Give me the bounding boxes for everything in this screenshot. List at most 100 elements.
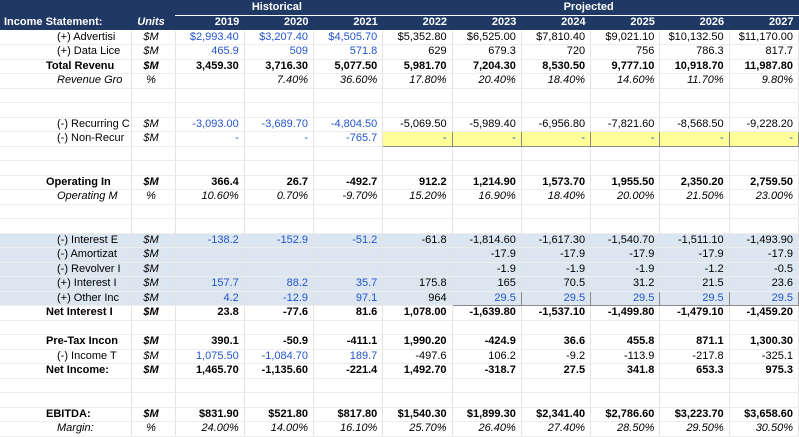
cell-net-interest-2019[interactable]: 23.8 (175, 305, 245, 321)
empty-cell[interactable] (131, 392, 176, 408)
label-operating-income[interactable]: Operating In (0, 174, 132, 190)
cell-net-income-2027[interactable]: 975.3 (729, 363, 799, 379)
year-header-2022[interactable]: 2022 (382, 15, 453, 31)
empty-cell[interactable] (521, 88, 592, 103)
cell-recurring-costs-2020[interactable]: -3,689.70 (244, 117, 315, 132)
empty-cell[interactable] (659, 146, 730, 161)
label-total-revenue[interactable]: Total Revenu (0, 58, 132, 74)
cell-revenue-growth-2024[interactable]: 18.40% (521, 73, 592, 89)
empty-cell[interactable] (131, 378, 176, 393)
cell-operating-income-2021[interactable]: -492.7 (313, 174, 384, 190)
cell-interest-income-2025[interactable]: 31.2 (590, 276, 661, 292)
empty-cell[interactable] (244, 146, 315, 161)
cell-operating-margin-2023[interactable]: 16.90% (452, 189, 522, 205)
empty-cell[interactable] (452, 88, 522, 103)
cell-operating-margin-2025[interactable]: 20.00% (590, 189, 661, 205)
empty-cell[interactable] (131, 146, 176, 161)
year-header-2020[interactable]: 2020 (244, 15, 314, 31)
cell-interest-expense-2019[interactable]: -138.2 (175, 233, 245, 248)
units-revenue-growth[interactable]: % (131, 73, 176, 89)
cell-recurring-costs-2026[interactable]: -8,568.50 (659, 117, 730, 132)
cell-net-income-2022[interactable]: 1,492.70 (382, 363, 453, 379)
cell-ebitda-margin-2021[interactable]: 16.10% (313, 421, 384, 437)
cell-operating-income-2027[interactable]: 2,759.50 (729, 174, 799, 190)
empty-cell[interactable] (521, 160, 592, 176)
cell-revolver-2024[interactable]: -1.9 (521, 262, 592, 277)
cell-pre-tax-income-2022[interactable]: 1,990.20 (382, 334, 453, 350)
cell-income-taxes-2023[interactable]: 106.2 (452, 349, 522, 364)
empty-cell[interactable] (0, 160, 132, 176)
cell-amortization-2023[interactable]: -17.9 (452, 247, 522, 263)
empty-cell[interactable] (729, 392, 799, 408)
cell-interest-expense-2025[interactable]: -1,540.70 (590, 233, 661, 248)
cell-income-taxes-2027[interactable]: -325.1 (729, 349, 799, 364)
cell-operating-income-2024[interactable]: 1,573.70 (521, 174, 592, 190)
label-other-income[interactable]: (+) Other Inc (0, 291, 132, 306)
cell-operating-margin-2022[interactable]: 15.20% (382, 189, 453, 205)
cell-advertising-2026[interactable]: $10,132.50 (659, 30, 730, 45)
empty-cell[interactable] (521, 392, 592, 408)
cell-data-licensing-2022[interactable]: 629 (382, 44, 453, 60)
empty-cell[interactable] (729, 88, 799, 103)
empty-cell[interactable] (131, 160, 176, 176)
empty-cell[interactable] (131, 88, 176, 103)
cell-revolver-2026[interactable]: -1.2 (659, 262, 730, 277)
cell-advertising-2019[interactable]: $2,993.40 (175, 30, 245, 45)
empty-cell[interactable] (452, 160, 522, 176)
cell-ebitda-2020[interactable]: $521.80 (244, 406, 315, 422)
label-revolver[interactable]: (-) Revolver I (0, 262, 132, 277)
empty-cell[interactable] (313, 160, 384, 176)
cell-ebitda-2025[interactable]: $2,786.60 (590, 406, 661, 422)
empty-cell[interactable] (452, 218, 522, 234)
empty-cell[interactable] (0, 320, 132, 335)
empty-cell[interactable] (659, 392, 730, 408)
empty-cell[interactable] (729, 102, 799, 118)
cell-recurring-costs-2023[interactable]: -5,989.40 (452, 117, 522, 132)
empty-cell[interactable] (590, 392, 661, 408)
cell-total-revenue-2021[interactable]: 5,077.50 (313, 58, 384, 74)
label-advertising[interactable]: (+) Advertisi (0, 30, 132, 45)
empty-cell[interactable] (590, 146, 661, 161)
label-interest-expense[interactable]: (-) Interest E (0, 233, 132, 248)
cell-pre-tax-income-2020[interactable]: -50.9 (244, 334, 315, 350)
cell-ebitda-margin-2019[interactable]: 24.00% (175, 421, 245, 437)
cell-pre-tax-income-2026[interactable]: 871.1 (659, 334, 730, 350)
cell-interest-expense-2021[interactable]: -51.2 (313, 233, 384, 248)
cell-interest-expense-2020[interactable]: -152.9 (244, 233, 315, 248)
label-net-interest[interactable]: Net Interest I (0, 305, 132, 321)
cell-ebitda-margin-2023[interactable]: 26.40% (452, 421, 522, 437)
cell-non-recurring-costs-2027[interactable]: - (728, 131, 799, 147)
cell-ebitda-margin-2024[interactable]: 27.40% (521, 421, 592, 437)
empty-cell[interactable] (175, 218, 245, 234)
cell-advertising-2024[interactable]: $7,810.40 (521, 30, 592, 45)
empty-cell[interactable] (452, 146, 522, 161)
cell-net-income-2026[interactable]: 653.3 (659, 363, 730, 379)
empty-cell[interactable] (244, 392, 315, 408)
empty-cell[interactable] (175, 88, 245, 103)
cell-other-income-2019[interactable]: 4.2 (175, 291, 245, 306)
cell-amortization-2020[interactable] (244, 247, 315, 263)
empty-cell[interactable] (382, 320, 453, 335)
cell-operating-margin-2024[interactable]: 18.40% (521, 189, 592, 205)
cell-income-taxes-2026[interactable]: -217.8 (659, 349, 730, 364)
cell-amortization-2027[interactable]: -17.9 (729, 247, 799, 263)
empty-cell[interactable] (244, 218, 315, 234)
cell-interest-income-2020[interactable]: 88.2 (244, 276, 315, 292)
cell-revolver-2025[interactable]: -1.9 (590, 262, 661, 277)
cell-ebitda-2027[interactable]: $3,658.60 (729, 406, 799, 422)
units-net-interest[interactable]: $M (131, 305, 176, 321)
empty-cell[interactable] (175, 204, 245, 219)
cell-operating-income-2025[interactable]: 1,955.50 (590, 174, 661, 190)
empty-cell[interactable] (313, 146, 384, 161)
empty-cell[interactable] (313, 88, 384, 103)
cell-non-recurring-costs-2020[interactable]: - (244, 131, 315, 147)
cell-amortization-2021[interactable] (313, 247, 384, 263)
cell-pre-tax-income-2023[interactable]: -424.9 (452, 334, 522, 350)
units-amortization[interactable]: $M (131, 247, 176, 263)
cell-income-taxes-2024[interactable]: -9.2 (521, 349, 592, 364)
empty-cell[interactable] (521, 378, 592, 393)
cell-recurring-costs-2025[interactable]: -7,821.60 (590, 117, 661, 132)
empty-cell[interactable] (313, 102, 384, 118)
cell-other-income-2025[interactable]: 29.5 (590, 290, 661, 306)
cell-amortization-2025[interactable]: -17.9 (590, 247, 661, 263)
